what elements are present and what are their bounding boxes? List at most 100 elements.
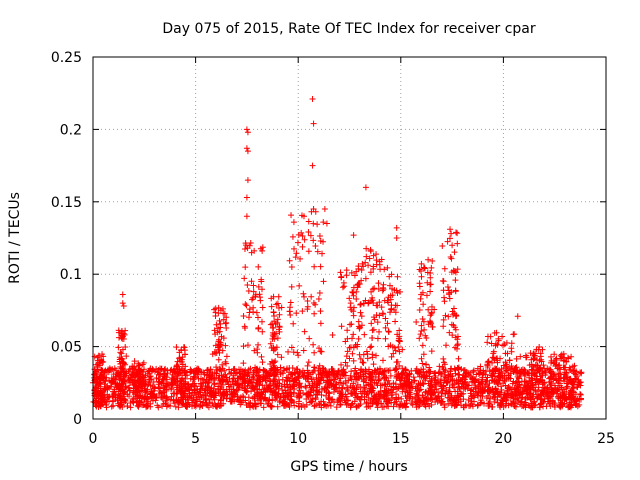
data-point [393, 224, 400, 231]
data-point [300, 373, 307, 380]
data-point [380, 286, 387, 293]
data-point [217, 341, 224, 348]
data-point [535, 384, 542, 391]
data-point [162, 365, 169, 372]
data-point [394, 358, 401, 365]
data-point [418, 373, 425, 380]
data-point [233, 380, 240, 387]
data-point [557, 352, 564, 359]
data-point [397, 383, 404, 390]
data-point [391, 306, 398, 313]
data-point [502, 359, 509, 366]
data-point [244, 281, 251, 288]
data-point [317, 348, 324, 355]
data-point [491, 398, 498, 405]
data-point [347, 404, 354, 411]
data-point [267, 402, 274, 409]
data-point [416, 387, 423, 394]
data-point [290, 389, 297, 396]
data-point [402, 404, 409, 411]
data-point [539, 346, 546, 353]
data-point [479, 390, 486, 397]
data-point [454, 240, 461, 247]
data-point [444, 379, 451, 386]
data-point [258, 278, 265, 285]
data-point [173, 396, 180, 403]
data-point [350, 312, 357, 319]
data-point [199, 403, 206, 410]
data-point [337, 398, 344, 405]
data-point [124, 403, 131, 410]
data-point [419, 360, 426, 367]
data-point [118, 328, 125, 335]
data-point [202, 395, 209, 402]
data-point [392, 318, 399, 325]
data-point [342, 399, 349, 406]
data-point [243, 194, 250, 201]
data-point [289, 383, 296, 390]
data-point [204, 380, 211, 387]
data-point [370, 326, 377, 333]
data-point [484, 333, 491, 340]
data-point [447, 396, 454, 403]
data-point [223, 386, 230, 393]
data-point [477, 400, 484, 407]
data-point [534, 379, 541, 386]
data-point [311, 349, 318, 356]
data-point [162, 373, 169, 380]
data-point [250, 282, 257, 289]
data-point [533, 357, 540, 364]
data-point [381, 297, 388, 304]
data-point [337, 390, 344, 397]
data-point [489, 354, 496, 361]
data-point [274, 369, 281, 376]
data-point [420, 301, 427, 308]
data-point [434, 377, 441, 384]
data-point [540, 362, 547, 369]
data-point [296, 380, 303, 387]
data-point [240, 360, 247, 367]
data-point [462, 373, 469, 380]
data-point [448, 321, 455, 328]
data-point [551, 351, 558, 358]
data-point [368, 320, 375, 327]
data-point [532, 386, 539, 393]
data-point [396, 362, 403, 369]
data-point [144, 403, 151, 410]
data-point [155, 384, 162, 391]
data-point [288, 263, 295, 270]
data-point [268, 366, 275, 373]
data-point [415, 403, 422, 410]
data-point [379, 310, 386, 317]
data-point [294, 239, 301, 246]
data-point [93, 368, 100, 375]
data-point [539, 370, 546, 377]
data-point [135, 362, 142, 369]
data-point [540, 380, 547, 387]
data-point [95, 352, 102, 359]
data-point [325, 371, 332, 378]
data-point [343, 272, 350, 279]
data-point [425, 321, 432, 328]
data-point [367, 371, 374, 378]
data-point [340, 279, 347, 286]
data-point [381, 266, 388, 273]
data-point [273, 394, 280, 401]
data-point [98, 356, 105, 363]
data-point [529, 367, 536, 374]
y-axis-label: ROTI / TECUs [7, 192, 23, 284]
data-point [106, 384, 113, 391]
data-point [343, 353, 350, 360]
data-point [120, 390, 127, 397]
data-point [350, 284, 357, 291]
data-point [310, 237, 317, 244]
data-point [117, 393, 124, 400]
data-point [389, 343, 396, 350]
data-point [236, 383, 243, 390]
data-point [310, 120, 317, 127]
data-point [499, 342, 506, 349]
data-point [219, 347, 226, 354]
data-point [448, 269, 455, 276]
data-point [373, 251, 380, 258]
data-point [453, 229, 460, 236]
